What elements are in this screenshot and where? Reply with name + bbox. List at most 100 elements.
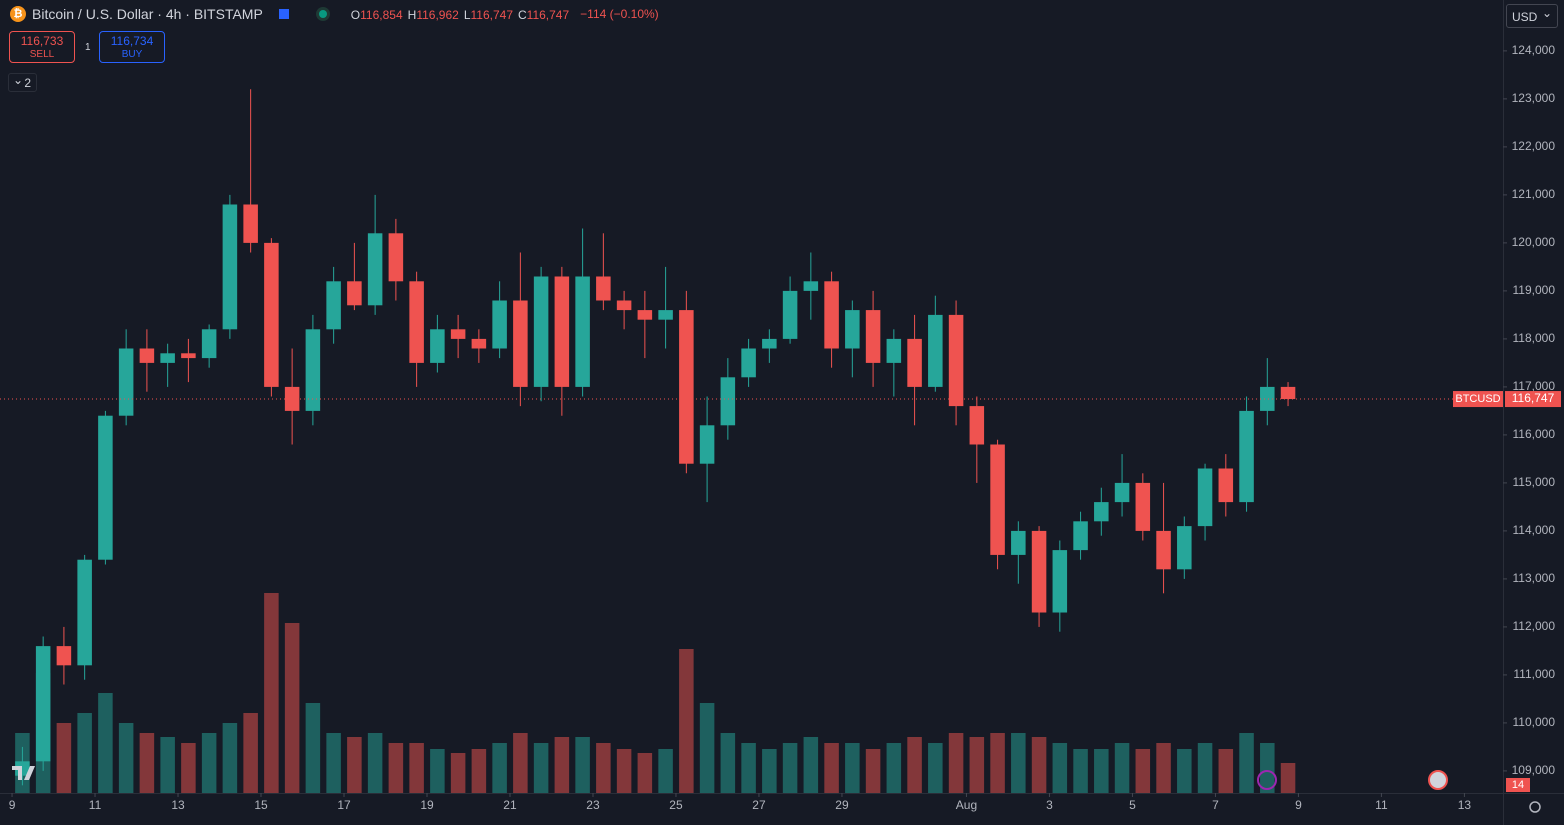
volume-bar <box>367 733 383 793</box>
candle-body <box>56 646 72 666</box>
candle-body <box>845 310 860 349</box>
x-tick-label: 25 <box>669 798 683 812</box>
sell-label: SELL <box>29 49 55 60</box>
indicators-toggle[interactable]: 2 <box>8 71 37 92</box>
volume-bar <box>865 749 881 793</box>
candle-body <box>222 204 238 330</box>
volume-bar <box>1197 743 1213 793</box>
volume-bar <box>347 737 362 793</box>
candle-body <box>1031 530 1047 613</box>
volume-bar <box>824 743 839 793</box>
candle-body <box>782 290 798 339</box>
volume-bar <box>948 733 964 793</box>
volume-bar <box>264 593 279 793</box>
x-tick-label: 9 <box>9 798 16 812</box>
candle-body <box>720 377 736 426</box>
y-tick-label: 116,000 <box>1513 427 1556 441</box>
volume-bar <box>1073 749 1088 793</box>
candle-body <box>554 276 570 387</box>
y-tick-label: 121,000 <box>1512 187 1556 201</box>
candle-body <box>865 310 881 363</box>
symbol-tag: BTCUSD <box>1455 393 1500 405</box>
volume-bar <box>1135 749 1151 793</box>
ohlc-item: C116,747 <box>518 8 569 22</box>
currency-select[interactable]: USD <box>1506 1 1558 28</box>
y-tick-label: 123,000 <box>1512 91 1556 105</box>
candle-body <box>264 242 279 387</box>
volume-bar <box>326 733 341 793</box>
candle-body <box>1135 482 1151 531</box>
buy-button[interactable]: 116,734 BUY <box>99 31 165 63</box>
candle-body <box>741 348 756 378</box>
volume-bar <box>409 743 424 793</box>
x-tick-label: 19 <box>420 798 434 812</box>
candle-body <box>1218 468 1234 503</box>
volume-bar <box>77 713 92 793</box>
volume-bar <box>845 743 860 793</box>
candle-body <box>886 338 902 363</box>
buy-price: 116,734 <box>110 34 154 48</box>
candle-body <box>679 310 694 464</box>
candle-body <box>990 444 1005 555</box>
candle-body <box>118 348 134 416</box>
x-tick-label: 11 <box>89 798 102 812</box>
y-tick-label: 112,000 <box>1513 619 1556 633</box>
x-tick-label: 29 <box>835 798 849 812</box>
volume-bar <box>1114 743 1130 793</box>
candle-body <box>367 233 383 306</box>
candle-body <box>637 310 653 320</box>
flag-icon[interactable] <box>278 9 289 19</box>
candle-body <box>1197 468 1213 527</box>
volume-bar <box>1011 733 1026 793</box>
volume-bar <box>533 743 549 793</box>
y-tick-label: 115,000 <box>1513 475 1556 489</box>
candle-body <box>1011 530 1026 555</box>
volume-bar <box>1031 737 1047 793</box>
sell-button[interactable]: 116,733 SELL <box>9 31 75 63</box>
x-tick-label: 23 <box>586 798 600 812</box>
volume-bar <box>181 743 196 793</box>
candle-body <box>243 204 258 243</box>
volume-bar <box>782 743 798 793</box>
volume-bar <box>907 737 922 793</box>
candle-body <box>699 425 715 464</box>
candle-body <box>471 338 487 349</box>
price-change: −114 (−0.10%) <box>580 7 659 21</box>
candle-body <box>948 314 964 407</box>
volume-bar <box>388 743 404 793</box>
candle-body <box>98 415 113 560</box>
x-tick-label: 21 <box>503 798 517 812</box>
volume-bar <box>222 723 238 793</box>
candle-body <box>305 329 321 411</box>
volume-bar <box>616 749 632 793</box>
volume-bar <box>1094 749 1109 793</box>
ohlc-item: H116,962 <box>408 8 459 22</box>
candle-body <box>658 310 673 320</box>
price-scale <box>1503 0 1564 825</box>
events-badge-bg <box>1506 778 1530 792</box>
y-tick-label: 118,000 <box>1513 331 1556 345</box>
x-tick-label: 9 <box>1295 798 1302 812</box>
ohlc-value: 116,747 <box>526 8 570 22</box>
candle-body <box>928 314 943 387</box>
y-tick-label: 117,000 <box>1513 379 1556 393</box>
candle-body <box>969 406 985 445</box>
volume-bar <box>430 749 445 793</box>
volume-bar <box>1239 733 1254 793</box>
volume-bar <box>554 737 570 793</box>
candle-body <box>575 276 590 387</box>
x-tick-label: 13 <box>1458 798 1472 812</box>
volume-bar <box>513 733 528 793</box>
ohlc-value: 116,747 <box>470 8 514 22</box>
candle-body <box>35 646 51 762</box>
candle-body <box>1052 550 1068 613</box>
symbol-title[interactable]: Bitcoin / U.S. Dollar · 4h · BITSTAMP <box>32 6 263 22</box>
volume-bar <box>305 703 321 793</box>
candle-body <box>347 281 362 306</box>
volume-bar <box>118 723 134 793</box>
volume-bar <box>969 737 985 793</box>
candle-body <box>430 329 445 363</box>
candle-body <box>492 300 507 349</box>
symbol-tag-bg <box>1453 391 1503 408</box>
sell-price: 116,733 <box>20 34 64 48</box>
